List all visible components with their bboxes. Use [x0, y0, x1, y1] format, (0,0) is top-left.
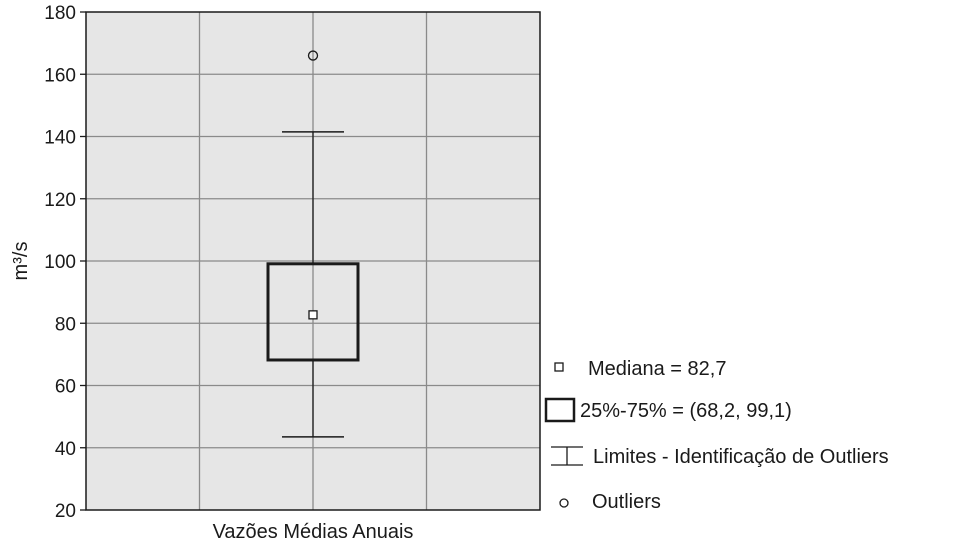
x-category-label: Vazões Médias Anuais — [213, 521, 414, 543]
y-tick-label: 80 — [55, 314, 76, 335]
box-plot-marks — [266, 50, 360, 438]
y-tick-label: 160 — [44, 65, 76, 86]
legend-label: Mediana = 82,7 — [588, 358, 726, 380]
legend-label: Outliers — [592, 491, 661, 513]
y-tick-label: 140 — [44, 128, 76, 149]
outlier-point — [307, 50, 319, 61]
legend: Mediana = 82,7 25%-75% = (68,2, 99,1) Limi… — [544, 358, 889, 513]
legend-label: Limites - Identificação de Outliers — [593, 446, 889, 468]
y-tick-label: 40 — [55, 439, 76, 460]
y-tick-label: 60 — [55, 377, 76, 398]
median-marker — [308, 310, 318, 320]
legend-outlier-icon — [559, 498, 569, 508]
iqr-box — [266, 262, 360, 362]
y-tick-label: 120 — [44, 190, 76, 211]
y-axis-label: m³/s — [10, 242, 32, 281]
y-tick-label: 100 — [44, 252, 76, 273]
y-tick-label: 180 — [44, 3, 76, 24]
legend-median-icon — [554, 362, 564, 372]
y-tick-label: 20 — [55, 501, 76, 522]
legend-label: 25%-75% = (68,2, 99,1) — [580, 400, 792, 422]
y-axis-ticks: 20 40 60 80 100 120 140 160 180 — [44, 3, 86, 522]
legend-box-icon — [544, 397, 576, 423]
